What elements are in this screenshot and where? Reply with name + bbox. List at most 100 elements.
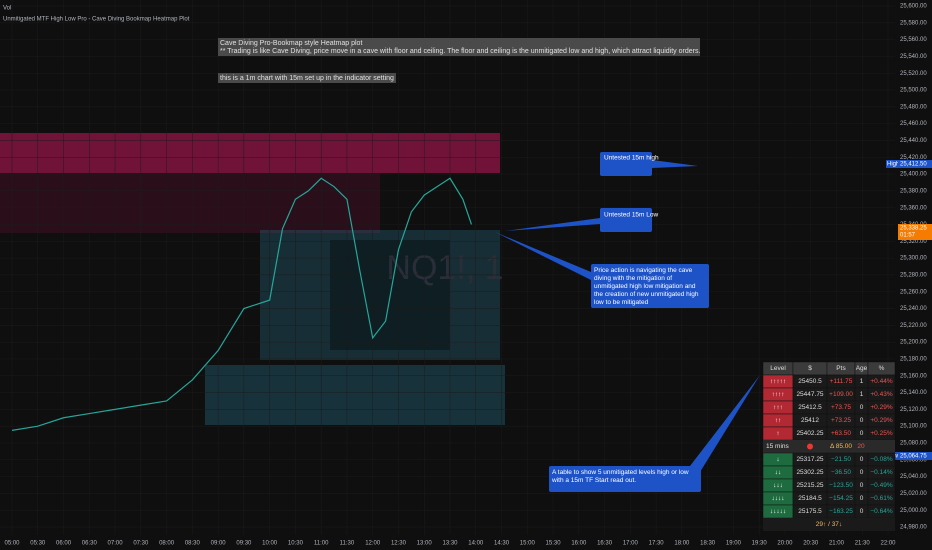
x-tick-label: 15:30 [546, 541, 562, 547]
table-text: −163.25 [829, 508, 853, 515]
table-text: 25175.5 [798, 508, 822, 515]
y-tick-label: 25,520.00 [900, 71, 927, 77]
x-tick-label: 05:00 [4, 541, 20, 547]
y-tick-label: 25,600.00 [900, 4, 927, 10]
y-tick-label: 25,220.00 [900, 323, 927, 329]
callout-pointer [690, 375, 760, 472]
x-tick-label: 17:30 [649, 541, 665, 547]
indicator-name: Unmitigated MTF High Low Pro - Cave Divi… [3, 17, 190, 23]
table-text: 15 mins [766, 443, 790, 450]
last-price: 25,338.25 [900, 226, 927, 232]
marker-tag [898, 224, 932, 240]
x-tick-label: 16:00 [571, 541, 587, 547]
table-text: ↓↓↓ [773, 482, 783, 489]
note-setting: this is a 1m chart with 15m set up in th… [220, 75, 394, 82]
table-text: Age [856, 365, 868, 372]
callout-box [600, 152, 652, 176]
callout-box: Price action is navigating the cave divi… [591, 264, 709, 308]
x-tick-label: 20:30 [803, 541, 819, 547]
table-text: % [879, 365, 885, 372]
note-box [218, 73, 396, 83]
x-tick-label: 12:00 [365, 541, 381, 547]
y-tick-label: 25,080.00 [900, 441, 927, 447]
table-text: +0.44% [870, 378, 892, 385]
table-text: ↑↑↑↑↑ [770, 378, 786, 385]
note-text: ** Trading is like Cave Diving, price mo… [220, 48, 700, 55]
marker-tag [886, 160, 898, 168]
y-tick-label: 25,180.00 [900, 357, 927, 363]
table-text: −0.49% [870, 482, 892, 489]
x-tick-label: 13:00 [417, 541, 433, 547]
table-text: 0 [860, 430, 864, 437]
x-tick-label: 07:00 [108, 541, 124, 547]
y-tick-label: 24,980.00 [900, 525, 927, 531]
callout: Untested 15m high [604, 155, 659, 162]
x-tick-label: 10:30 [288, 541, 304, 547]
x-tick-label: 18:00 [674, 541, 690, 547]
callout-box: A table to show 5 unmitigated levels hig… [549, 466, 701, 492]
table-text: Pts [836, 365, 846, 372]
table-text: Δ 85.00 [830, 443, 852, 450]
table-text: 0 [860, 482, 864, 489]
table-text: −21.50 [831, 456, 851, 463]
table-text: ↑↑↑↑ [772, 391, 785, 398]
x-tick-label: 09:30 [236, 541, 252, 547]
countdown: 01:57 [900, 233, 916, 239]
x-tick-label: 17:00 [623, 541, 639, 547]
table-text: ↑↑ [775, 417, 782, 424]
table-text: −0.61% [870, 495, 892, 502]
table-text: 20 [857, 443, 865, 450]
callout: Price action is navigating the cave divi… [591, 264, 709, 308]
note-title: Cave Diving Pro-Bookmap style Heatmap pl… [220, 40, 362, 47]
callout: A table to show 5 unmitigated levels hig… [549, 466, 701, 492]
table-text: +111.75 [830, 378, 853, 385]
y-tick-label: 25,200.00 [900, 340, 927, 346]
table-text: 0 [860, 469, 864, 476]
y-tick-label: 25,000.00 [900, 508, 927, 514]
level-table: Level $ Pts Age %↑↑↑↑↑ 25450.5 +111.75 1 +0.44%↑… [762, 361, 896, 531]
y-tick-label: 25,400.00 [900, 172, 927, 178]
table-text: +0.43% [870, 391, 892, 398]
table-text: 25402.25 [796, 430, 823, 437]
y-tick-label: 25,460.00 [900, 121, 927, 127]
table-text: ↓↓↓↓↓ [770, 508, 786, 515]
y-tick-label: 25,440.00 [900, 138, 927, 144]
table-text: ↑↑↑ [773, 404, 783, 411]
table-text: Level [770, 365, 786, 372]
marker-tag [898, 160, 932, 168]
y-tick-label: 25,140.00 [900, 390, 927, 396]
high-zone [0, 133, 500, 173]
price-line [11, 177, 473, 431]
table-text: ↓ [776, 456, 779, 463]
x-tick-label: 10:00 [262, 541, 278, 547]
x-tick-label: 06:00 [56, 541, 72, 547]
y-tick-label: 25,300.00 [900, 256, 927, 262]
table-text: 25412 [801, 417, 819, 424]
y-tick-label: 25,540.00 [900, 54, 927, 60]
table-text: 25317.25 [796, 456, 823, 463]
y-tick-label: 25,500.00 [900, 88, 927, 94]
callout-pointer [652, 160, 698, 168]
table-text: +63.50 [831, 430, 851, 437]
table-text: +0.29% [870, 417, 892, 424]
callout-pointer [505, 218, 600, 231]
x-tick-label: 20:00 [777, 541, 793, 547]
note-box [218, 38, 700, 56]
y-tick-label: 25,560.00 [900, 37, 927, 43]
x-tick-label: 09:00 [211, 541, 227, 547]
y-tick-label: 25,240.00 [900, 306, 927, 312]
y-tick-label: 25,260.00 [900, 289, 927, 295]
x-tick-label: 15:00 [520, 541, 536, 547]
table-text: −0.14% [870, 469, 892, 476]
x-tick-label: 21:00 [829, 541, 845, 547]
x-tick-label: 18:30 [700, 541, 716, 547]
table-text: 0 [860, 404, 864, 411]
table-text: 1 [860, 391, 864, 398]
table-text: +0.29% [870, 404, 892, 411]
y-tick-label: 25,360.00 [900, 205, 927, 211]
table-text: 25450.5 [798, 378, 822, 385]
x-tick-label: 16:30 [597, 541, 613, 547]
table-text: −36.50 [831, 469, 851, 476]
